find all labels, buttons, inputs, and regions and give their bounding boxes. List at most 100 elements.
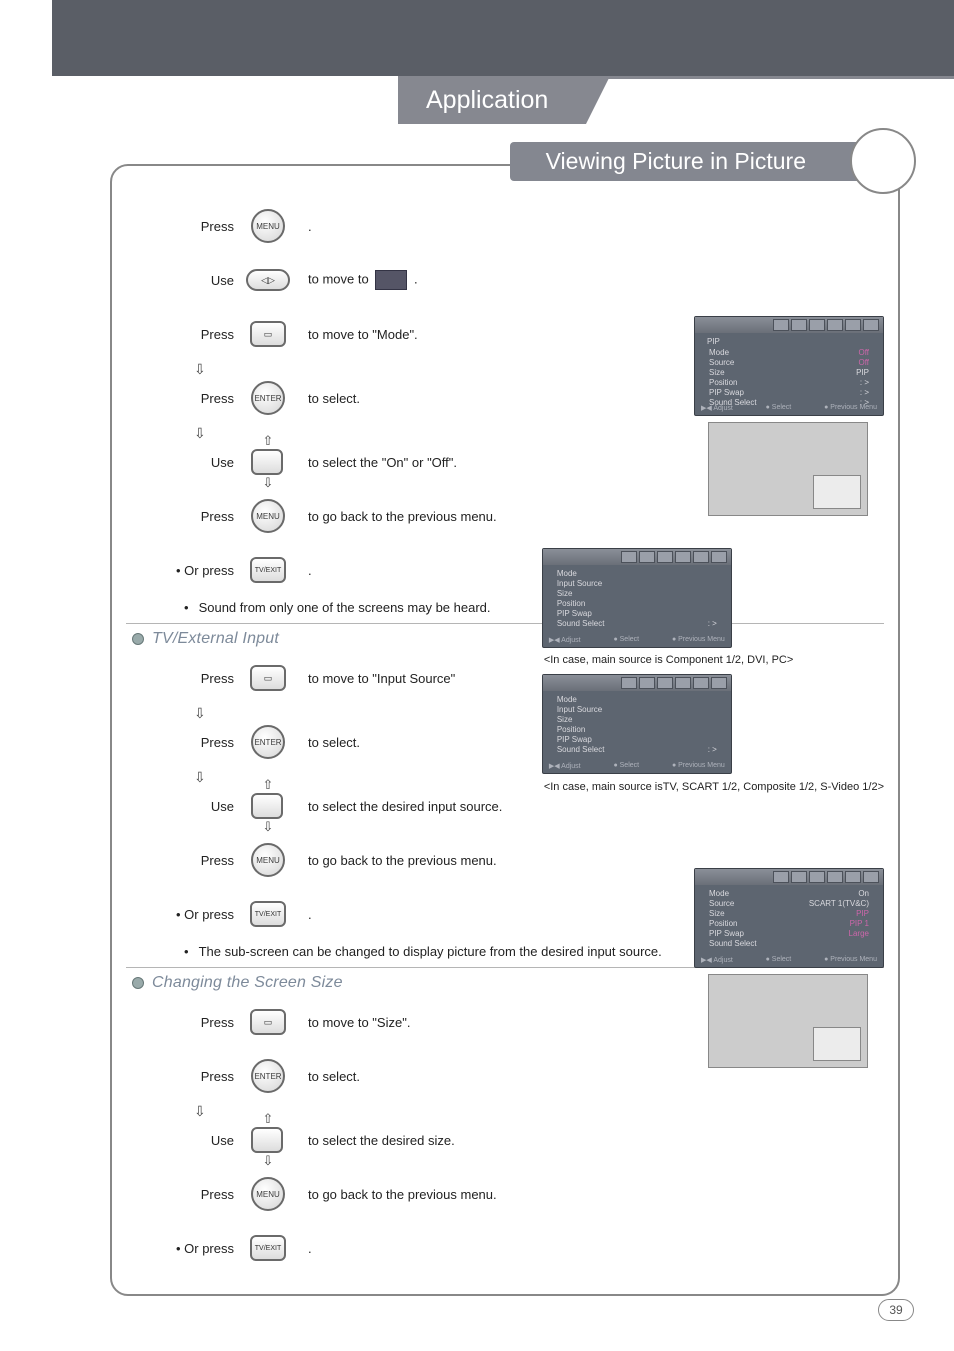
osd-footer: ● Previous Menu: [824, 956, 877, 964]
step-label: Press: [126, 1187, 244, 1202]
step-label: Press: [126, 1069, 244, 1084]
step-text: to go back to the previous menu.: [292, 1187, 884, 1202]
osd-footer: ● Previous Menu: [672, 636, 725, 644]
osd-row-value: Large: [849, 929, 869, 938]
top-accent-bar: [52, 0, 954, 76]
updown-button-icon: ⇧⇩: [248, 439, 288, 485]
osd-row-label: Size: [557, 715, 573, 724]
header-rule: [586, 76, 954, 124]
orpress-label: • Or press: [126, 563, 244, 578]
menu-button-icon: MENU: [251, 843, 285, 877]
step-label: Use: [126, 455, 244, 470]
section-header: Application: [398, 76, 586, 124]
step-text: to move to .: [292, 270, 884, 290]
step-label: Use: [126, 799, 244, 814]
osd-screenshot: PIP ModeOff SourceOff SizePIP Position: …: [694, 316, 884, 416]
subheading: Changing the Screen Size: [152, 974, 343, 992]
osd-row-label: Position: [557, 725, 585, 734]
osd-row-label: PIP Swap: [557, 735, 592, 744]
osd-row-value: PIP 1: [850, 919, 869, 928]
title-circle-decor: [850, 128, 916, 194]
down-button-icon: ▭: [250, 1009, 286, 1035]
step-text: to go back to the previous menu.: [292, 853, 884, 868]
title-row: Viewing Picture in Picture: [112, 142, 898, 188]
osd-row-label: Size: [709, 909, 725, 918]
osd-row-label: PIP Swap: [709, 388, 744, 397]
osd-row-label: Mode: [557, 695, 577, 704]
orpress-label: • Or press: [126, 1241, 244, 1256]
osd-row-value: : >: [860, 378, 869, 387]
osd-footer: ● Previous Menu: [824, 404, 877, 412]
enter-button-icon: ENTER: [251, 1059, 285, 1093]
osd-row-label: Source: [709, 899, 734, 908]
header-spacer: [0, 76, 398, 124]
nav-leftright-icon: ◁▷: [246, 269, 290, 291]
osd-row-value: Off: [858, 358, 869, 367]
step-label: Press: [126, 219, 244, 234]
osd-footer: ▶◀ Adjust: [549, 636, 581, 644]
osd-footer: ▶◀ Adjust: [701, 956, 733, 964]
osd-row-value: Off: [858, 348, 869, 357]
step-text-suffix: .: [414, 271, 418, 286]
header-row: Application: [0, 76, 954, 124]
subheading: TV/External Input: [152, 630, 279, 648]
osd-screenshot: Mode Input Source Size Position PIP Swap…: [542, 674, 732, 774]
osd-row-label: Sound Select: [557, 745, 605, 754]
flow-arrow-icon: ⇩: [194, 1106, 884, 1116]
page-number-value: 39: [878, 1299, 914, 1321]
osd-footer: ▶◀ Adjust: [701, 404, 733, 412]
osd-row-value: : >: [708, 619, 717, 628]
orpress-label: • Or press: [126, 907, 244, 922]
step-label: Press: [126, 735, 244, 750]
osd-row-label: Position: [557, 599, 585, 608]
step-label: Use: [126, 273, 244, 288]
osd-row-label: Mode: [709, 348, 729, 357]
menu-button-icon: MENU: [251, 1177, 285, 1211]
osd-row-label: Sound Select: [557, 619, 605, 628]
exit-button-icon: TV/EXIT: [250, 901, 286, 927]
osd-row-value: : >: [860, 388, 869, 397]
enter-button-icon: ENTER: [251, 381, 285, 415]
osd-row-label: Input Source: [557, 579, 602, 588]
osd-screenshot: Mode Input Source Size Position PIP Swap…: [542, 548, 732, 648]
osd-title: PIP: [707, 337, 877, 346]
step-text: to select the desired size.: [292, 1133, 884, 1148]
osd-row-label: Position: [709, 378, 737, 387]
step-text-prefix: to move to: [308, 271, 372, 286]
step-label: Press: [126, 391, 244, 406]
down-button-icon: ▭: [250, 321, 286, 347]
osd-row-label: Source: [709, 358, 734, 367]
page-number: 39: [878, 1299, 914, 1321]
step-label: Use: [126, 1133, 244, 1148]
updown-button-icon: ⇧⇩: [248, 783, 288, 829]
osd-footer: ● Select: [766, 404, 792, 412]
exit-button-icon: TV/EXIT: [250, 557, 286, 583]
menu-button-icon: MENU: [251, 209, 285, 243]
down-button-icon: ▭: [250, 665, 286, 691]
osd-row-value: SCART 1(TV&C): [809, 899, 869, 908]
osd-row-label: Position: [709, 919, 737, 928]
osd-row-value: On: [858, 889, 869, 898]
osd-row-label: Mode: [557, 569, 577, 578]
step-text: .: [292, 219, 884, 234]
enter-button-icon: ENTER: [251, 725, 285, 759]
osd-row-label: Size: [557, 589, 573, 598]
osd-row-label: PIP Swap: [709, 929, 744, 938]
manual-page: Application Viewing Picture in Picture P…: [0, 0, 954, 1296]
step-label: Press: [126, 327, 244, 342]
note-text: The sub-screen can be changed to display…: [199, 944, 662, 959]
step-label: Press: [126, 671, 244, 686]
osd-figure-input-a: Mode Input Source Size Position PIP Swap…: [542, 548, 884, 802]
exit-button-icon: TV/EXIT: [250, 1235, 286, 1261]
osd-row-label: Input Source: [557, 705, 602, 714]
step-label: Press: [126, 1015, 244, 1030]
menu-button-icon: MENU: [251, 499, 285, 533]
note-text: Sound from only one of the screens may b…: [199, 600, 491, 615]
osd-screenshot: ModeOn SourceSCART 1(TV&C) SizePIP Posit…: [694, 868, 884, 968]
content-panel: Viewing Picture in Picture PIP ModeOff S…: [110, 164, 900, 1296]
osd-row-label: Mode: [709, 889, 729, 898]
updown-button-icon: ⇧⇩: [248, 1117, 288, 1163]
osd-row-label: PIP Swap: [557, 609, 592, 618]
osd-footer: ● Select: [613, 636, 639, 644]
osd-row-label: Size: [709, 368, 725, 377]
